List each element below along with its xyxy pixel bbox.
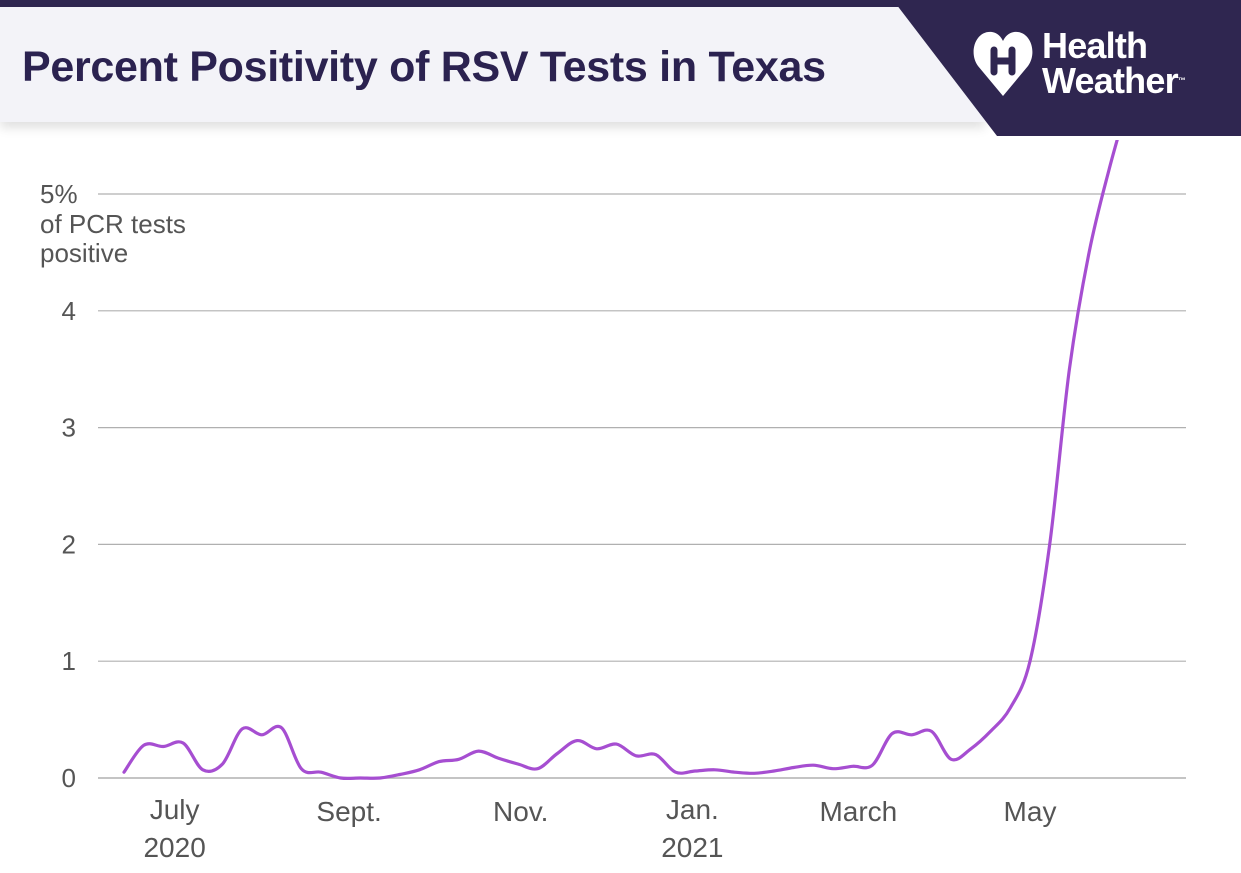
y-axis-label-line-2: positive [40, 238, 128, 268]
trademark-mark: ™ [1177, 76, 1186, 85]
y-tick-label: 0 [62, 763, 76, 793]
top-accent-strip [0, 0, 1241, 7]
series-line [122, 140, 1119, 781]
brand-name: Health Weather™ [1042, 25, 1186, 101]
title-bar: Percent Positivity of RSV Tests in Texas [0, 7, 985, 122]
x-tick-label: Nov. [493, 796, 549, 827]
y-tick-label: 3 [62, 413, 76, 443]
y-axis-ticks: 5% 4 3 2 1 0 [40, 179, 78, 793]
x-axis-ticks: July 2020 Sept. Nov. Jan. 2021 March May [143, 794, 1056, 863]
y-tick-label: 1 [62, 646, 76, 676]
x-tick-label: Jan. [666, 794, 719, 825]
brand-line-2: Weather [1042, 60, 1179, 101]
x-tick-label: May [1004, 796, 1057, 827]
brand-line-1: Health [1042, 25, 1148, 66]
x-tick-label: March [819, 796, 897, 827]
x-tick-year-label: 2020 [143, 832, 205, 863]
x-tick-label: July [150, 794, 200, 825]
x-tick-label: Sept. [316, 796, 381, 827]
y-tick-label: 4 [62, 296, 76, 326]
heart-h-logo-icon [973, 31, 1033, 97]
y-tick-label: 2 [62, 529, 76, 559]
page-title: Percent Positivity of RSV Tests in Texas [22, 43, 826, 91]
gridlines [98, 193, 1186, 779]
y-tick-label: 5% [40, 179, 78, 209]
y-axis-label-line-1: of PCR tests [40, 209, 186, 239]
x-tick-year-label: 2021 [661, 832, 723, 863]
series-points [124, 171, 1109, 779]
